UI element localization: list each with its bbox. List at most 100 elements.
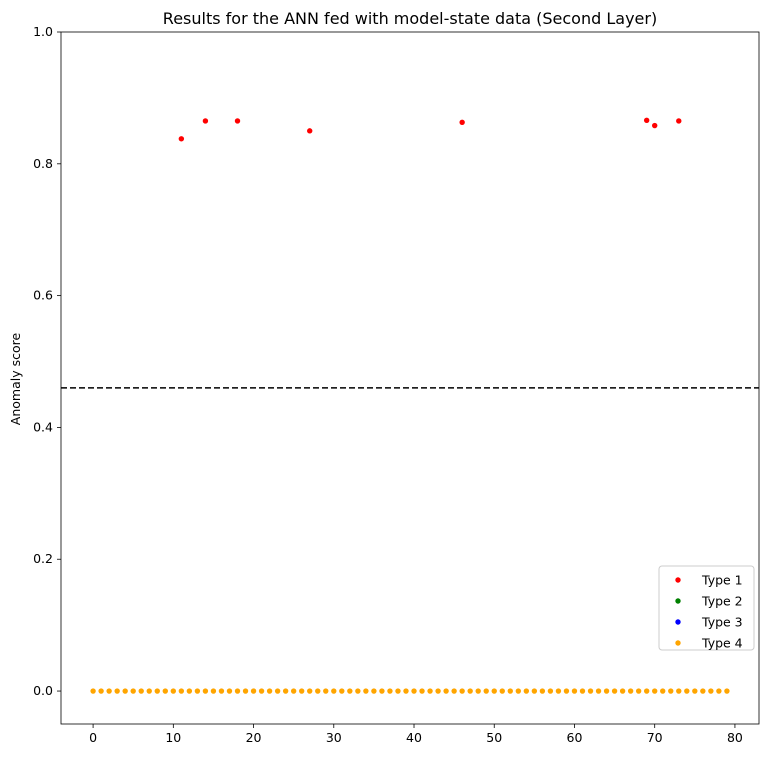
data-point (467, 688, 473, 694)
data-point (627, 688, 634, 694)
data-point (643, 117, 650, 124)
data-point (555, 688, 562, 694)
legend-marker (675, 640, 681, 646)
data-point (266, 688, 273, 694)
legend-box (658, 565, 755, 651)
data-point (258, 688, 265, 694)
data-point (563, 688, 570, 694)
y-tick-label: 0.4 (33, 419, 53, 434)
data-point (290, 688, 297, 694)
chart-title: Results for the ANN fed with model-state… (163, 9, 657, 28)
data-point (202, 688, 209, 694)
data-point (716, 688, 722, 694)
data-point (282, 688, 289, 694)
legend-entry: Type 2 (701, 594, 743, 609)
data-point (459, 119, 465, 125)
data-point (130, 688, 136, 694)
x-tick-label: 40 (406, 730, 422, 745)
y-tick-label: 0.2 (33, 551, 53, 566)
data-point (178, 688, 185, 694)
data-point (459, 688, 465, 694)
data-point (234, 688, 241, 694)
data-point (387, 688, 393, 694)
data-point (323, 688, 329, 694)
y-tick-label: 0.0 (33, 683, 53, 698)
x-tick-label: 30 (326, 730, 342, 745)
data-point (491, 688, 497, 694)
data-point (499, 688, 505, 694)
data-point (660, 688, 666, 694)
data-point (379, 688, 385, 694)
data-point (643, 688, 650, 694)
legend-entry: Type 1 (701, 573, 743, 588)
data-point (603, 688, 610, 694)
data-point (106, 688, 112, 694)
plot-area: 0 10 20 30 40 50 60 70 80 0.0 0.2 0.4 0.6 0.8 1.0 (33, 24, 760, 745)
data-point (523, 688, 530, 694)
data-point (507, 688, 513, 694)
data-point (250, 688, 257, 694)
legend-marker (675, 577, 681, 583)
data-point (298, 688, 305, 694)
data-point (138, 688, 144, 694)
legend-marker (675, 619, 681, 625)
data-point (339, 688, 345, 694)
data-point (724, 688, 730, 694)
data-point (331, 688, 337, 694)
data-point (347, 688, 353, 694)
x-tick-label: 0 (89, 730, 97, 745)
data-point (435, 688, 441, 694)
y-axis-label: Anomaly score (8, 332, 23, 425)
data-point (700, 688, 706, 694)
data-point (363, 688, 369, 694)
data-point (186, 688, 193, 694)
data-point (692, 688, 698, 694)
data-point (146, 688, 152, 694)
data-point (619, 688, 626, 694)
data-point (676, 688, 682, 694)
data-point (483, 688, 489, 694)
data-point (307, 128, 313, 134)
data-point (395, 688, 401, 694)
legend: Type 1 Type 2 Type 3 Type 4 (658, 565, 755, 651)
x-tick-label: 20 (246, 730, 262, 745)
data-point (443, 688, 449, 694)
data-point (635, 688, 642, 694)
y-tick-label: 1.0 (33, 24, 53, 39)
data-point (411, 688, 417, 694)
x-tick-label: 10 (165, 730, 181, 745)
data-point (539, 688, 546, 694)
data-point (218, 688, 225, 694)
data-point (427, 688, 433, 694)
data-point (315, 688, 321, 694)
data-point (587, 688, 594, 694)
data-point (194, 688, 201, 694)
legend-entry: Type 4 (701, 636, 743, 651)
data-point (202, 118, 209, 124)
data-point (154, 688, 160, 694)
data-point (419, 688, 425, 694)
x-tick-label: 70 (647, 730, 663, 745)
plot-frame (60, 31, 760, 725)
data-point (708, 688, 714, 694)
legend-marker (675, 598, 681, 604)
data-point (170, 688, 177, 694)
data-point (234, 118, 241, 124)
data-point (579, 688, 586, 694)
data-point (90, 688, 96, 694)
data-point (684, 688, 690, 694)
data-point (403, 688, 409, 694)
data-point (451, 688, 457, 694)
data-point (676, 118, 682, 124)
data-point (531, 688, 538, 694)
data-point (178, 136, 185, 142)
data-point (162, 688, 168, 694)
x-tick-label: 50 (486, 730, 502, 745)
data-point (226, 688, 233, 694)
data-point (210, 688, 217, 694)
y-tick-label: 0.8 (33, 156, 53, 171)
data-point (355, 688, 361, 694)
x-tick-label: 80 (727, 730, 743, 745)
data-point (475, 688, 481, 694)
